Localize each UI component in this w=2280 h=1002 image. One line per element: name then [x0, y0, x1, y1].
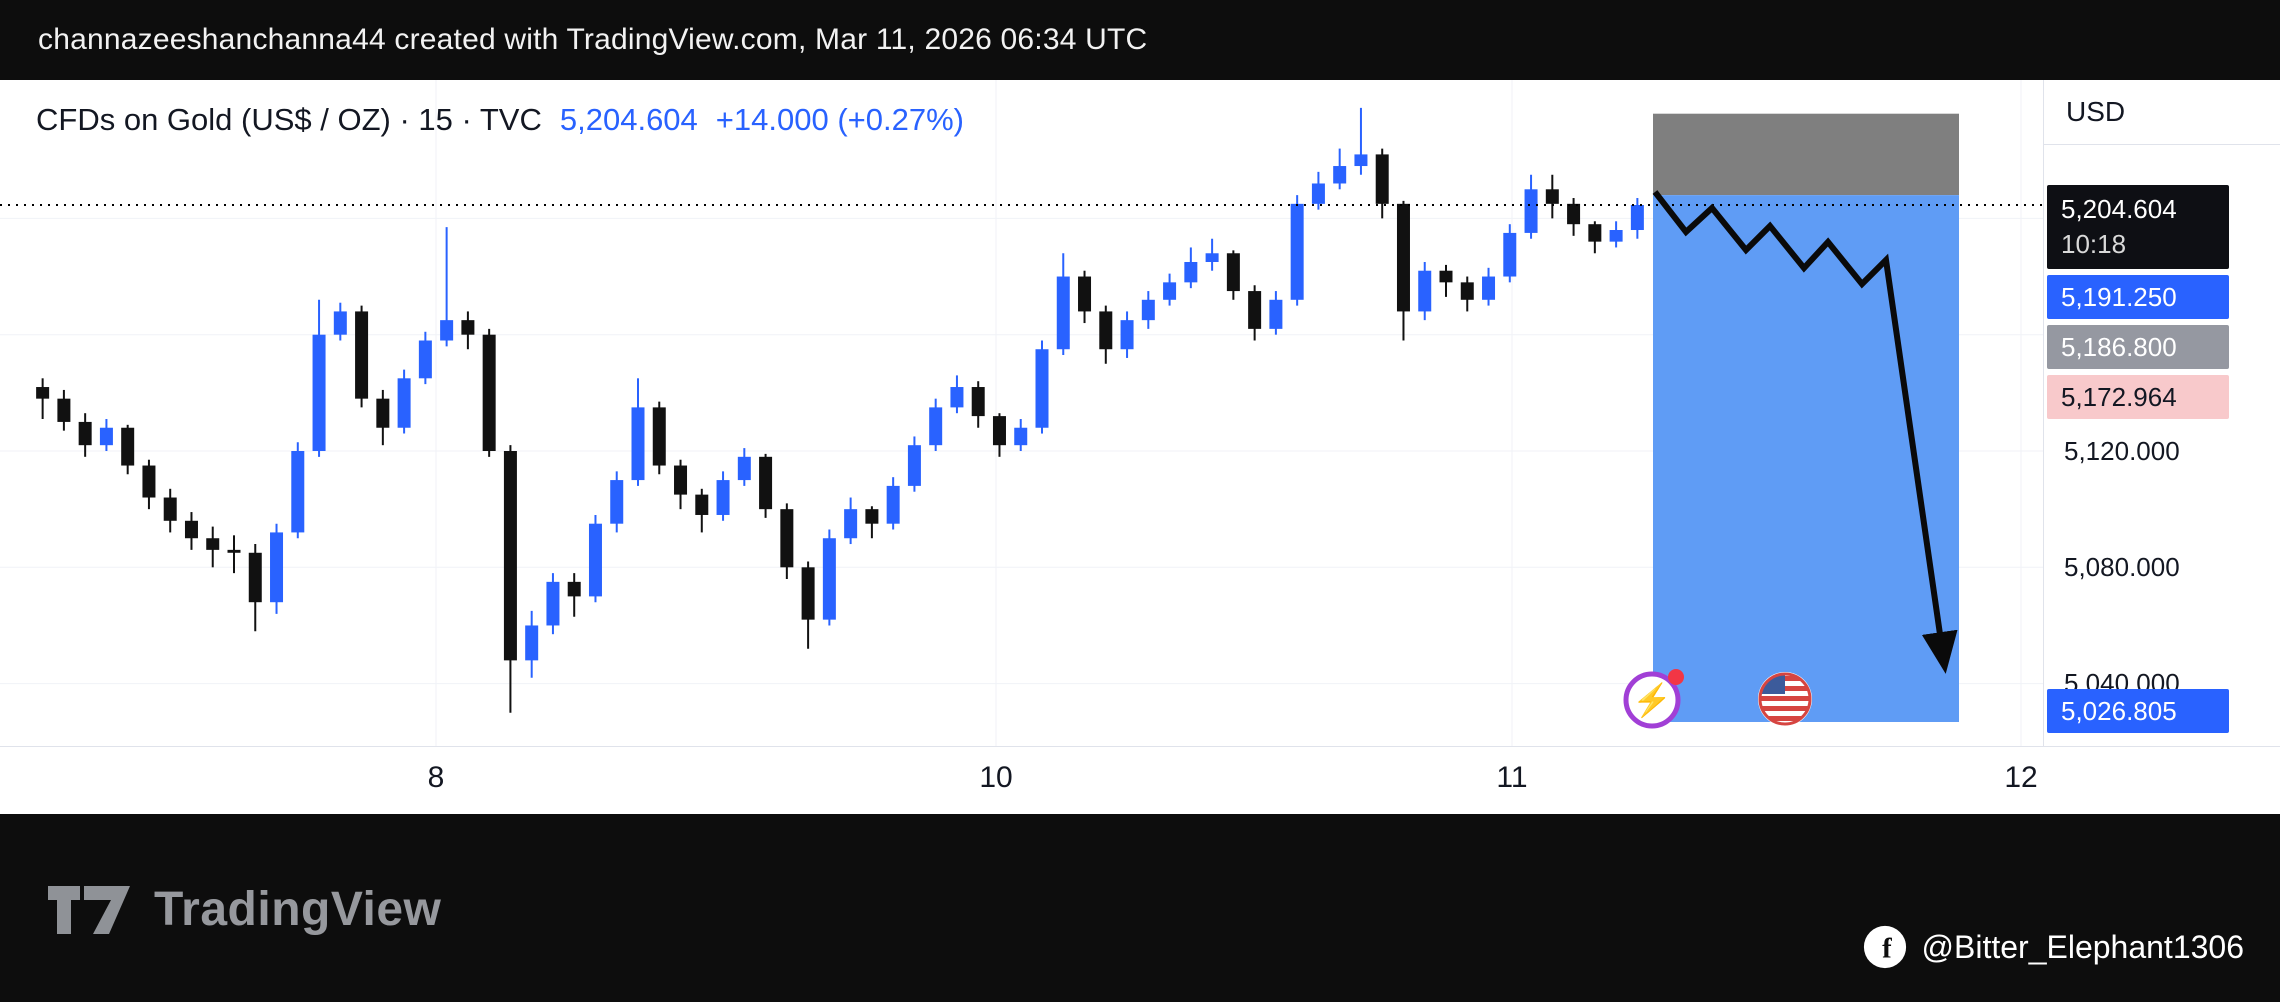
- time-axis[interactable]: 8 10 11 12: [0, 746, 2280, 814]
- social-handle: @Bitter_Elephant1306: [1921, 928, 2244, 965]
- price-badge-high: 5,191.250: [2047, 275, 2229, 319]
- facebook-icon: f: [1863, 925, 1906, 969]
- price-change-inline: +14.000 (+0.27%): [715, 102, 964, 137]
- price-badge-low: 5,026.805: [2047, 689, 2229, 733]
- price-chart-svg[interactable]: [0, 80, 2043, 746]
- currency-label: USD: [2044, 80, 2280, 145]
- axis-label-5120: 5,120.000: [2064, 435, 2180, 466]
- time-label-12: 12: [2004, 761, 2038, 794]
- last-price-inline: 5,204.604: [559, 102, 698, 137]
- lightning-icon: ⚡: [1632, 682, 1672, 719]
- attribution-bar: channazeeshanchanna44 created with Tradi…: [0, 0, 2280, 80]
- event-marker-purple[interactable]: ⚡: [1621, 666, 1687, 737]
- event-circle: [1623, 671, 1681, 729]
- tradingview-logo-icon: [48, 885, 130, 934]
- bar-countdown: 10:18: [2061, 229, 2127, 259]
- axis-label-5080: 5,080.000: [2064, 551, 2180, 582]
- last-price-value: 5,204.604: [2061, 194, 2177, 224]
- time-label-10: 10: [979, 761, 1013, 794]
- symbol-title-row: CFDs on Gold (US$ / OZ) · 15 · TVC 5,204…: [36, 102, 964, 138]
- footer-bar: TradingView f @Bitter_Elephant1306: [0, 814, 2280, 1002]
- brand-row: TradingView: [48, 882, 441, 937]
- social-row: f @Bitter_Elephant1306: [1862, 924, 2244, 970]
- price-badge-pink: 5,172.964: [2047, 375, 2229, 419]
- time-label-11: 11: [1496, 761, 1528, 794]
- svg-text:f: f: [1882, 933, 1892, 965]
- last-price-badge: 5,204.604 10:18: [2047, 185, 2229, 269]
- notification-dot: [1668, 669, 1684, 685]
- time-label-8: 8: [427, 761, 445, 794]
- symbol-title: CFDs on Gold (US$ / OZ) · 15 · TVC: [36, 102, 542, 137]
- us-flag-icon[interactable]: [1754, 668, 1816, 735]
- attribution-text: channazeeshanchanna44 created with Tradi…: [38, 23, 1148, 56]
- brand-name: TradingView: [154, 883, 442, 936]
- price-axis[interactable]: USD 5,204.604 10:18 5,191.250 5,186.800 …: [2043, 80, 2280, 746]
- price-badge-gray: 5,186.800: [2047, 325, 2229, 369]
- chart-area: CFDs on Gold (US$ / OZ) · 15 · TVC 5,204…: [0, 80, 2280, 814]
